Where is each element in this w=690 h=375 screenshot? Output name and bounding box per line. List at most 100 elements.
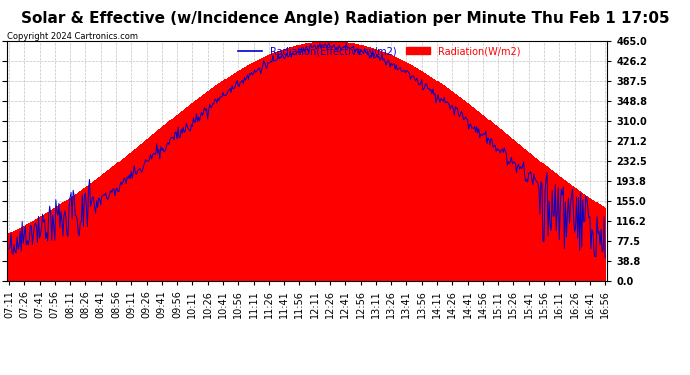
Bar xyxy=(487,119,489,281)
Bar xyxy=(352,43,353,281)
Bar xyxy=(147,139,148,281)
Bar xyxy=(456,94,457,281)
Bar xyxy=(405,62,406,281)
Bar xyxy=(266,56,267,281)
Bar xyxy=(374,49,375,281)
Bar xyxy=(239,70,240,281)
Text: Solar & Effective (w/Incidence Angle) Radiation per Minute Thu Feb 1 17:05: Solar & Effective (w/Incidence Angle) Ra… xyxy=(21,11,669,26)
Bar xyxy=(146,140,147,281)
Bar xyxy=(559,176,560,281)
Bar xyxy=(591,199,593,281)
Bar xyxy=(546,166,548,281)
Bar xyxy=(570,184,571,281)
Bar xyxy=(196,100,197,281)
Bar xyxy=(304,44,305,281)
Bar xyxy=(290,47,292,281)
Bar xyxy=(296,45,297,281)
Bar xyxy=(520,145,521,281)
Bar xyxy=(191,104,192,281)
Bar xyxy=(364,46,365,281)
Bar xyxy=(532,155,533,281)
Bar xyxy=(246,66,247,281)
Bar xyxy=(235,73,236,281)
Bar xyxy=(142,143,143,281)
Bar xyxy=(218,83,219,281)
Bar xyxy=(451,90,452,281)
Bar xyxy=(102,174,103,281)
Bar xyxy=(66,200,68,281)
Bar xyxy=(243,68,244,281)
Bar xyxy=(399,58,400,281)
Bar xyxy=(602,207,604,281)
Bar xyxy=(584,194,585,281)
Bar xyxy=(587,196,589,281)
Bar xyxy=(125,157,126,281)
Bar xyxy=(70,197,72,281)
Bar xyxy=(174,117,175,281)
Bar xyxy=(12,231,14,281)
Bar xyxy=(8,233,10,281)
Bar xyxy=(299,45,300,281)
Bar xyxy=(195,100,196,281)
Bar xyxy=(124,158,125,281)
Bar xyxy=(307,43,308,281)
Bar xyxy=(137,147,138,281)
Bar xyxy=(540,162,542,281)
Bar xyxy=(529,153,530,281)
Bar xyxy=(27,224,28,281)
Bar xyxy=(519,144,520,281)
Bar xyxy=(112,166,113,281)
Bar xyxy=(226,78,228,281)
Bar xyxy=(183,110,184,281)
Bar xyxy=(439,82,440,281)
Bar xyxy=(302,44,303,281)
Bar xyxy=(557,174,558,281)
Bar xyxy=(581,192,582,281)
Bar xyxy=(567,182,568,281)
Bar xyxy=(111,167,112,281)
Bar xyxy=(489,120,491,281)
Bar xyxy=(275,52,277,281)
Bar xyxy=(553,172,555,281)
Bar xyxy=(504,132,505,281)
Bar xyxy=(388,54,390,281)
Bar xyxy=(161,127,162,281)
Bar xyxy=(575,188,576,281)
Bar xyxy=(335,41,337,281)
Bar xyxy=(474,108,475,281)
Bar xyxy=(244,67,245,281)
Bar xyxy=(305,44,306,281)
Bar xyxy=(386,53,388,281)
Bar xyxy=(49,211,50,281)
Bar xyxy=(265,56,266,281)
Bar xyxy=(527,151,529,281)
Bar xyxy=(344,42,345,281)
Bar xyxy=(409,64,410,281)
Bar xyxy=(566,181,567,281)
Bar xyxy=(252,63,253,281)
Bar xyxy=(369,47,371,281)
Bar xyxy=(341,42,342,281)
Bar xyxy=(126,156,127,281)
Bar xyxy=(416,68,417,281)
Bar xyxy=(89,184,90,281)
Bar xyxy=(316,42,317,281)
Bar xyxy=(59,204,61,281)
Bar xyxy=(32,221,33,281)
Bar xyxy=(324,41,326,281)
Bar xyxy=(577,189,578,281)
Bar xyxy=(206,92,207,281)
Bar xyxy=(333,41,335,281)
Bar xyxy=(535,158,536,281)
Bar xyxy=(426,74,427,281)
Bar xyxy=(113,165,115,281)
Bar xyxy=(138,146,139,281)
Bar xyxy=(51,210,52,281)
Bar xyxy=(359,45,360,281)
Bar xyxy=(468,104,469,281)
Bar xyxy=(358,44,359,281)
Bar xyxy=(300,45,301,281)
Bar xyxy=(410,64,411,281)
Bar xyxy=(82,189,83,281)
Bar xyxy=(222,81,224,281)
